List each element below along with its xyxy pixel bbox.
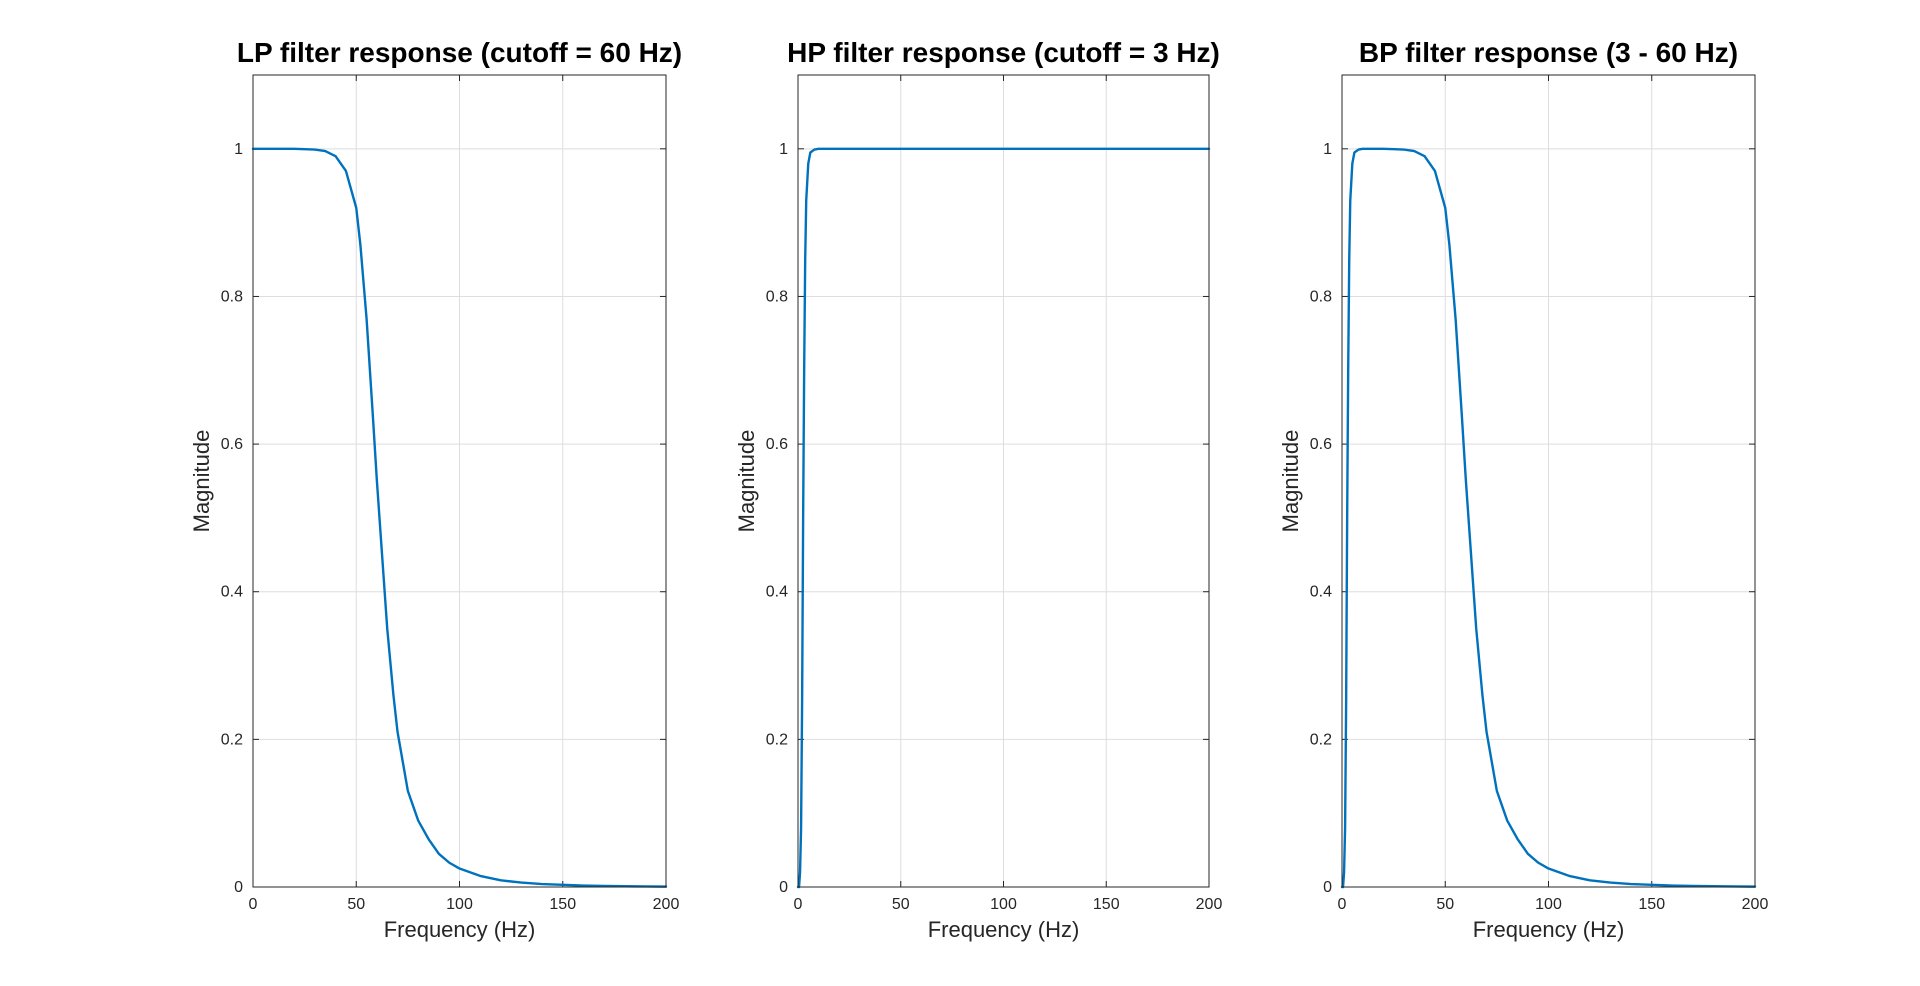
x-tick-label: 50 [892,896,910,913]
y-tick-label: 1 [1323,141,1332,158]
y-tick-label: 1 [779,141,788,158]
y-tick-label: 0.4 [1310,584,1332,601]
x-tick-label: 150 [1638,896,1665,913]
subplot-3: 0 50 100 150 200 0 0.2 0.4 0.6 0.8 1 BP filter resp… [1278,37,1768,942]
response-line [1340,147,1757,889]
x-tick-label: 0 [794,896,803,913]
axes-box [797,74,1210,888]
y-tick-label: 0.8 [221,288,243,305]
y-tick-label: 0.6 [221,436,243,453]
x-tick-label: 50 [1436,896,1454,913]
x-tick-label: 0 [249,896,258,913]
x-tick-label: 200 [1742,896,1769,913]
y-tick-label: 1 [234,141,243,158]
x-tick-label: 150 [1093,896,1120,913]
x-tick-label: 100 [446,896,473,913]
x-tick-label: 200 [653,896,680,913]
y-tick-label: 0 [1323,879,1332,896]
x-tick-label: 0 [1338,896,1347,913]
x-tick-label: 200 [1196,896,1223,913]
chart-title: HP filter response (cutoff = 3 Hz) [787,37,1220,68]
y-tick-label: 0.2 [221,731,243,748]
chart-title: LP filter response (cutoff = 60 Hz) [237,37,682,68]
y-tick-label: 0.4 [221,584,243,601]
x-axis-label: Frequency (Hz) [1473,917,1625,942]
response-line [251,147,668,888]
y-tick-label: 0.6 [1310,436,1332,453]
y-tick-label: 0.8 [1310,288,1332,305]
subplot-1: 0 50 100 150 200 0 0.2 0.4 0.6 0.8 1 LP filter resp… [189,37,682,942]
y-tick-label: 0.8 [766,288,788,305]
y-tick-label: 0.6 [766,436,788,453]
axes-box [1341,74,1756,888]
x-tick-label: 150 [549,896,576,913]
y-tick-label: 0.2 [1310,731,1332,748]
y-axis-label: Magnitude [734,430,759,533]
y-tick-label: 0 [234,879,243,896]
x-axis-label: Frequency (Hz) [928,917,1080,942]
subplot-2: 0 50 100 150 200 0 0.2 0.4 0.6 0.8 1 HP filter resp… [734,37,1222,942]
y-tick-label: 0.4 [766,584,788,601]
y-axis-label: Magnitude [1278,430,1303,533]
axes-box [252,74,667,888]
response-line [796,147,1211,889]
y-tick-label: 0 [779,879,788,896]
y-tick-label: 0.2 [766,731,788,748]
x-tick-label: 100 [1535,896,1562,913]
x-axis-label: Frequency (Hz) [384,917,536,942]
x-tick-label: 100 [990,896,1017,913]
chart-title: BP filter response (3 - 60 Hz) [1359,37,1738,68]
x-tick-label: 50 [347,896,365,913]
y-axis-label: Magnitude [189,430,214,533]
